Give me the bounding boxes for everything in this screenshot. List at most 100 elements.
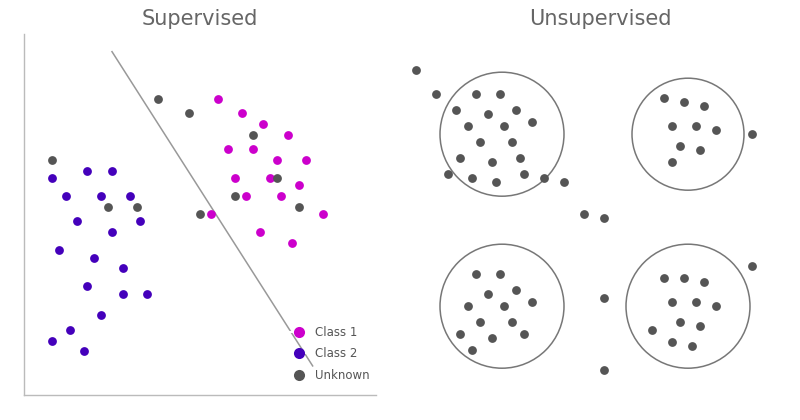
Point xyxy=(151,95,164,102)
Point xyxy=(486,335,498,341)
Point xyxy=(102,204,115,210)
Point xyxy=(686,343,698,349)
Point xyxy=(46,157,58,163)
Point xyxy=(698,103,710,110)
Point xyxy=(666,123,678,129)
Point xyxy=(134,218,146,225)
Point xyxy=(123,193,136,199)
Point xyxy=(494,91,506,97)
Point xyxy=(658,95,670,102)
Point xyxy=(442,171,454,178)
Point xyxy=(462,123,474,129)
Point xyxy=(271,175,284,181)
Point xyxy=(578,211,590,218)
Point xyxy=(462,303,474,310)
Point xyxy=(229,193,242,199)
Point xyxy=(46,337,58,344)
Point xyxy=(506,139,518,146)
Point xyxy=(470,91,482,97)
Point xyxy=(482,291,494,297)
Point xyxy=(494,271,506,278)
Point xyxy=(204,211,217,218)
Point xyxy=(46,175,58,181)
Point xyxy=(598,215,610,222)
Point xyxy=(282,131,294,138)
Point xyxy=(710,127,722,134)
Point xyxy=(666,299,678,306)
Title: Unsupervised: Unsupervised xyxy=(529,9,671,29)
Point xyxy=(690,299,702,306)
Point xyxy=(106,168,118,174)
Point xyxy=(666,339,678,346)
Point xyxy=(674,143,686,150)
Point xyxy=(466,347,478,354)
Point xyxy=(299,157,312,163)
Point xyxy=(70,218,83,225)
Point xyxy=(106,229,118,236)
Point xyxy=(88,254,101,261)
Point xyxy=(63,326,76,333)
Point xyxy=(690,123,702,129)
Point xyxy=(678,99,690,105)
Point xyxy=(254,229,266,236)
Point xyxy=(474,319,486,326)
Point xyxy=(130,204,143,210)
Point xyxy=(506,319,518,326)
Point xyxy=(60,193,73,199)
Point xyxy=(141,290,154,297)
Point xyxy=(292,204,305,210)
Point xyxy=(514,155,526,162)
Point xyxy=(694,147,706,154)
Point xyxy=(598,295,610,302)
Point xyxy=(694,323,706,330)
Point xyxy=(510,107,522,113)
Point xyxy=(454,331,466,338)
Point xyxy=(430,91,442,97)
Point xyxy=(470,271,482,278)
Point xyxy=(666,159,678,165)
Point xyxy=(271,157,284,163)
Point xyxy=(510,287,522,294)
Point xyxy=(526,119,538,126)
Point xyxy=(482,111,494,118)
Point xyxy=(658,275,670,281)
Legend: Class 1, Class 2, Unknown: Class 1, Class 2, Unknown xyxy=(287,326,370,382)
Point xyxy=(746,131,758,138)
Point xyxy=(466,175,478,181)
Point xyxy=(292,182,305,189)
Point xyxy=(183,110,196,116)
Point xyxy=(674,319,686,326)
Point xyxy=(558,179,570,186)
Point xyxy=(746,263,758,270)
Point xyxy=(116,290,129,297)
Point xyxy=(646,327,658,333)
Point xyxy=(246,131,259,138)
Point xyxy=(678,275,690,281)
Point xyxy=(317,211,330,218)
Point xyxy=(236,110,249,116)
Point xyxy=(264,175,277,181)
Point xyxy=(474,139,486,146)
Point xyxy=(274,193,287,199)
Point xyxy=(222,146,234,152)
Point xyxy=(698,279,710,286)
Point xyxy=(450,107,462,113)
Point xyxy=(81,168,94,174)
Point xyxy=(211,95,224,102)
Point xyxy=(257,121,270,127)
Point xyxy=(194,211,206,218)
Point xyxy=(710,303,722,310)
Point xyxy=(598,367,610,373)
Point xyxy=(498,123,510,129)
Point xyxy=(490,179,502,186)
Point xyxy=(498,303,510,310)
Point xyxy=(486,159,498,165)
Point xyxy=(285,240,298,247)
Point xyxy=(116,265,129,272)
Point xyxy=(53,247,66,254)
Point xyxy=(81,283,94,290)
Point xyxy=(518,171,530,178)
Point xyxy=(410,67,422,74)
Title: Supervised: Supervised xyxy=(142,9,258,29)
Point xyxy=(538,175,550,181)
